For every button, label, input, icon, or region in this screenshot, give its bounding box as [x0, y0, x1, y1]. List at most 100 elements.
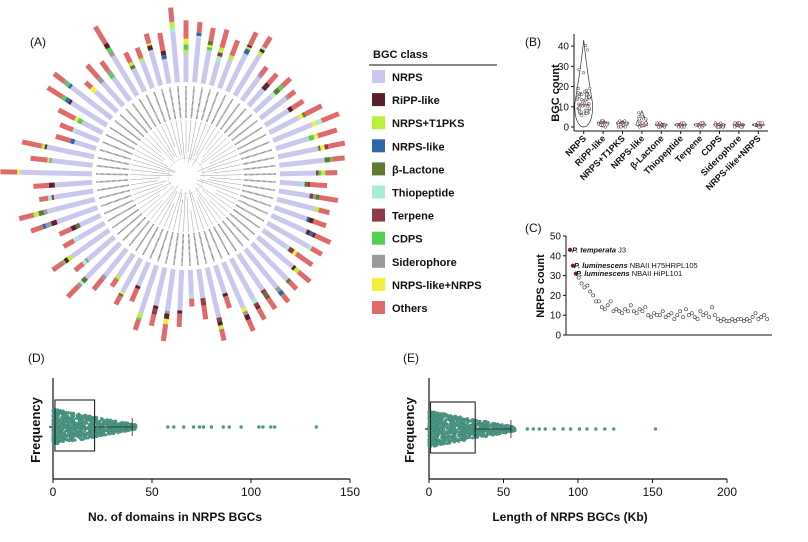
tree-branch	[170, 122, 181, 156]
tree-bar-segment	[69, 138, 76, 145]
tree-branch	[136, 150, 169, 167]
tree-bar-segment	[315, 194, 320, 200]
panel-b-point	[583, 90, 587, 94]
tree-bar	[38, 188, 94, 203]
panel-c-point	[602, 307, 607, 312]
panel-c-point	[599, 305, 604, 310]
tree-bar-segment	[67, 83, 73, 90]
tree-leaf-label	[122, 216, 147, 241]
tree-branch	[188, 120, 197, 164]
panel-b-point	[623, 119, 627, 123]
panel-e-point	[490, 422, 494, 426]
panel-e-point	[449, 439, 453, 443]
panel-b-point	[600, 123, 604, 127]
tree-branch	[178, 199, 183, 232]
panel-d-point	[83, 436, 87, 440]
panel-d-point	[55, 441, 59, 445]
tree-bar-segment	[177, 310, 183, 314]
tree-leaf-label	[235, 204, 265, 222]
tree-bar-segment	[227, 54, 235, 62]
tree-leaf-label	[229, 213, 256, 235]
panel-d-chart: Frequency No. of domains in NRPS BGCs 0 5…	[28, 378, 360, 524]
panel-c-point	[692, 315, 697, 320]
panel-d-outlier-point	[314, 425, 319, 429]
panel-e-xtick-label: 150	[642, 485, 662, 499]
tree-leaf-label	[97, 156, 130, 165]
panel-e-point	[463, 438, 467, 442]
panel-b-point	[617, 123, 621, 127]
panel-c-point	[591, 293, 596, 298]
tree-bar-segment	[262, 291, 269, 298]
panel-d-swarm	[51, 407, 319, 446]
tree-bar-segment	[136, 261, 151, 287]
panel-d-xlabel: No. of domains in NRPS BGCs	[88, 510, 262, 524]
panel-d-outlier-point	[172, 425, 176, 429]
panel-c-point	[742, 319, 746, 324]
tree-leaf-label	[99, 148, 131, 160]
tree-branch	[143, 186, 174, 213]
tree-bar-segment	[66, 254, 74, 262]
panel-c-ytick-label: 30	[550, 271, 562, 282]
panel-b-point	[587, 95, 591, 99]
panel-e-point	[431, 433, 435, 437]
tree-bar	[266, 220, 324, 257]
panel-b-point	[585, 92, 589, 96]
tree-bar-segment	[301, 112, 307, 118]
tree-bar-segment	[308, 230, 314, 237]
tree-bar-segment	[170, 31, 180, 83]
tree-bar-segment	[273, 205, 308, 222]
panel-c-highlight-point	[567, 247, 573, 252]
panel-c-point	[675, 313, 680, 318]
tree-bar-segment	[324, 157, 331, 163]
tree-branch	[173, 193, 183, 231]
panel-e-point	[433, 444, 437, 448]
panel-c-point	[727, 319, 732, 324]
tree-bar	[272, 111, 340, 143]
tree-bar	[46, 85, 109, 128]
tree-leaf-label	[102, 141, 133, 155]
tree-bar	[51, 228, 111, 273]
tree-bar-segment	[239, 75, 262, 102]
panel-e-point	[461, 427, 465, 431]
panel-d-point	[66, 415, 70, 419]
panel-e-point	[440, 425, 444, 429]
tree-branch	[197, 196, 214, 226]
panel-e-point	[450, 425, 454, 429]
tree-branch	[201, 189, 229, 213]
tree-bar	[18, 196, 96, 222]
tree-bar-segment	[218, 47, 225, 54]
tree-bar-segment	[196, 21, 203, 33]
tree-bar-segment	[164, 268, 176, 312]
tree-bar-segment	[215, 55, 222, 63]
panel-d-point	[81, 420, 85, 424]
tree-branch	[209, 150, 236, 165]
panel-d-point	[69, 412, 73, 416]
panel-e-point	[451, 430, 455, 434]
tree-bar-segment	[277, 146, 319, 160]
panel-b-point	[682, 121, 686, 125]
tree-branch	[199, 179, 241, 191]
panel-d-point	[97, 433, 101, 437]
panel-b-point	[721, 125, 725, 129]
tree-bar-segment	[266, 72, 279, 86]
panel-d-point	[71, 438, 75, 442]
tree-branch	[196, 200, 209, 228]
tree-bar-segment	[284, 94, 290, 101]
panel-c-point	[710, 305, 714, 310]
tree-branch	[199, 174, 242, 176]
panel-b-point	[733, 125, 737, 129]
panel-b-point	[637, 117, 641, 121]
panel-c-point	[663, 315, 668, 320]
panel-d-point	[98, 421, 102, 425]
tree-bar-segment	[192, 37, 202, 83]
panel-e-point	[485, 420, 489, 424]
tree-bar-segment	[58, 226, 73, 237]
panel-e-chart: Frequency Length of NRPS BGCs (Kb) 0 50 10…	[402, 378, 737, 524]
panel-e-point	[465, 417, 469, 421]
panel-e-point	[467, 435, 471, 439]
tree-bar-segment	[279, 157, 325, 168]
panel-e-outlier-point	[537, 427, 541, 431]
tree-branch	[146, 199, 163, 217]
tree-leaf-label	[153, 91, 167, 123]
panel-d-point	[67, 431, 71, 435]
